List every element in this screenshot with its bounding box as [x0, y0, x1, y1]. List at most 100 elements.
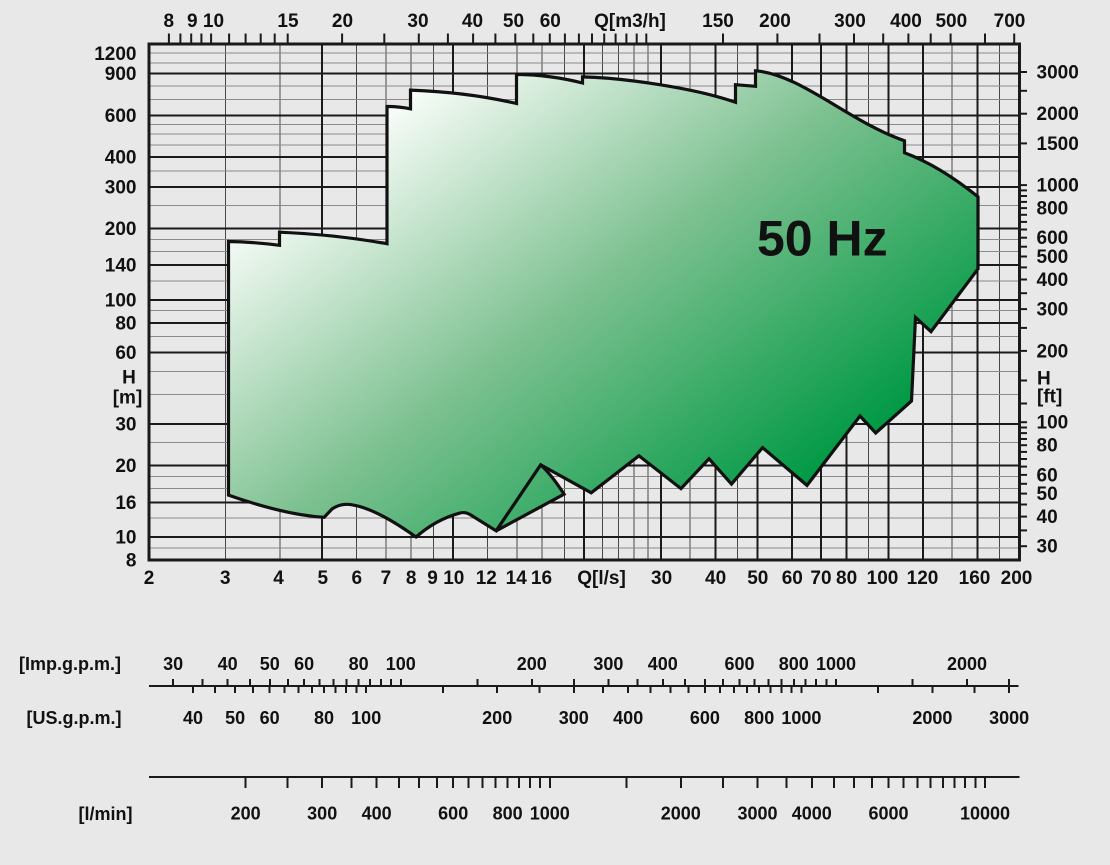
svg-text:300: 300	[1037, 300, 1069, 321]
svg-text:50: 50	[1037, 484, 1058, 505]
svg-text:6: 6	[352, 568, 363, 589]
svg-text:50: 50	[225, 708, 245, 728]
svg-text:30: 30	[163, 654, 183, 674]
svg-text:600: 600	[724, 654, 754, 674]
svg-text:1000: 1000	[781, 708, 821, 728]
svg-text:3000: 3000	[989, 708, 1029, 728]
svg-text:3: 3	[220, 568, 231, 589]
svg-text:1500: 1500	[1037, 134, 1079, 155]
svg-text:50: 50	[747, 568, 768, 589]
svg-text:800: 800	[1037, 199, 1069, 220]
svg-text:14: 14	[506, 568, 528, 589]
svg-text:40: 40	[1037, 507, 1058, 528]
svg-text:800: 800	[493, 804, 523, 824]
svg-text:400: 400	[1037, 270, 1069, 291]
svg-text:200: 200	[1037, 341, 1069, 362]
svg-text:3000: 3000	[737, 804, 777, 824]
svg-text:200: 200	[1001, 568, 1033, 589]
svg-text:2000: 2000	[1037, 104, 1079, 125]
svg-text:30: 30	[651, 568, 672, 589]
svg-text:8: 8	[126, 551, 137, 572]
svg-text:400: 400	[362, 804, 392, 824]
svg-text:2000: 2000	[912, 708, 952, 728]
svg-text:600: 600	[690, 708, 720, 728]
svg-text:10: 10	[115, 528, 136, 549]
svg-text:800: 800	[744, 708, 774, 728]
svg-text:200: 200	[231, 804, 261, 824]
svg-text:200: 200	[759, 11, 791, 32]
svg-text:100: 100	[105, 290, 137, 311]
svg-text:300: 300	[105, 177, 137, 198]
svg-text:500: 500	[935, 11, 967, 32]
svg-text:50: 50	[503, 11, 524, 32]
svg-text:80: 80	[349, 654, 369, 674]
svg-text:[m]: [m]	[113, 388, 143, 409]
svg-text:200: 200	[105, 219, 137, 240]
svg-text:80: 80	[836, 568, 857, 589]
svg-text:30: 30	[115, 414, 136, 435]
svg-text:400: 400	[890, 11, 922, 32]
svg-text:800: 800	[779, 654, 809, 674]
svg-text:1000: 1000	[530, 804, 570, 824]
svg-text:10: 10	[203, 11, 224, 32]
svg-text:100: 100	[867, 568, 899, 589]
svg-text:60: 60	[260, 708, 280, 728]
svg-text:[l/min]: [l/min]	[79, 804, 133, 824]
svg-text:60: 60	[782, 568, 803, 589]
svg-text:70: 70	[810, 568, 831, 589]
svg-text:160: 160	[959, 568, 991, 589]
svg-text:300: 300	[834, 11, 866, 32]
svg-text:600: 600	[1037, 228, 1069, 249]
svg-text:8: 8	[164, 11, 175, 32]
svg-text:6000: 6000	[868, 804, 908, 824]
svg-text:12: 12	[476, 568, 497, 589]
svg-text:H: H	[122, 368, 136, 389]
svg-text:Q[m3/h]: Q[m3/h]	[594, 11, 666, 32]
svg-text:80: 80	[115, 313, 136, 334]
svg-text:80: 80	[314, 708, 334, 728]
svg-text:400: 400	[613, 708, 643, 728]
svg-text:2: 2	[144, 568, 155, 589]
svg-text:2000: 2000	[661, 804, 701, 824]
svg-text:100: 100	[351, 708, 381, 728]
svg-text:2000: 2000	[947, 654, 987, 674]
svg-text:60: 60	[540, 11, 561, 32]
svg-text:15: 15	[277, 11, 299, 32]
svg-text:[ft]: [ft]	[1037, 387, 1062, 408]
svg-text:9: 9	[187, 11, 198, 32]
svg-text:300: 300	[559, 708, 589, 728]
svg-text:80: 80	[1037, 436, 1058, 457]
svg-text:300: 300	[593, 654, 623, 674]
svg-text:4000: 4000	[792, 804, 832, 824]
svg-text:900: 900	[105, 64, 137, 85]
svg-text:100: 100	[386, 654, 416, 674]
svg-text:4: 4	[273, 568, 284, 589]
svg-text:1200: 1200	[94, 44, 136, 65]
svg-text:140: 140	[105, 256, 137, 277]
svg-text:30: 30	[407, 11, 428, 32]
svg-text:40: 40	[462, 11, 483, 32]
svg-text:200: 200	[517, 654, 547, 674]
svg-text:200: 200	[482, 708, 512, 728]
svg-text:10: 10	[443, 568, 464, 589]
svg-text:400: 400	[105, 148, 137, 169]
svg-text:400: 400	[648, 654, 678, 674]
svg-text:600: 600	[105, 106, 137, 127]
svg-text:500: 500	[1037, 247, 1069, 268]
svg-text:5: 5	[318, 568, 329, 589]
svg-text:150: 150	[702, 11, 734, 32]
svg-text:700: 700	[994, 11, 1026, 32]
svg-text:50: 50	[260, 654, 280, 674]
svg-text:120: 120	[907, 568, 939, 589]
svg-text:20: 20	[332, 11, 353, 32]
svg-text:20: 20	[115, 456, 136, 477]
svg-text:H: H	[1037, 369, 1051, 390]
svg-text:7: 7	[381, 568, 392, 589]
svg-text:40: 40	[218, 654, 238, 674]
svg-text:16: 16	[115, 493, 136, 514]
svg-text:8: 8	[406, 568, 417, 589]
svg-text:3000: 3000	[1037, 63, 1079, 84]
svg-text:[US.g.p.m.]: [US.g.p.m.]	[27, 708, 122, 728]
svg-text:40: 40	[705, 568, 726, 589]
svg-text:16: 16	[531, 568, 552, 589]
